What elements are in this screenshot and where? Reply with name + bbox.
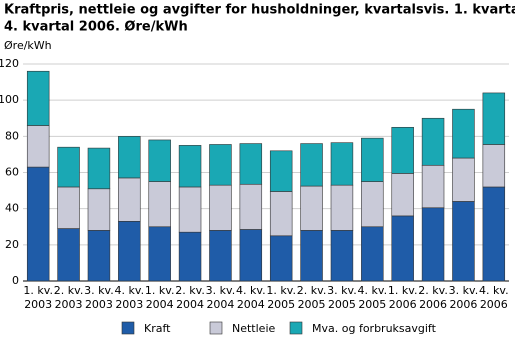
bar-segment: [57, 186, 80, 229]
bar-segment: [118, 136, 141, 179]
legend-label: Nettleie: [232, 322, 276, 335]
bar-segment: [330, 230, 354, 282]
x-tick-label: 1. kv.: [266, 284, 296, 297]
x-tick-label: 2006: [419, 298, 447, 311]
bar-segment: [26, 125, 50, 168]
x-tick-label: 2006: [480, 298, 508, 311]
bar-segment: [87, 147, 111, 190]
x-tick-label: 2003: [115, 298, 143, 311]
bar-segment: [391, 215, 414, 282]
legend-swatch: [209, 321, 223, 335]
x-tick-label: 2. kv.: [297, 284, 327, 297]
bar-segment: [26, 70, 50, 126]
bar-segment: [178, 231, 202, 282]
x-tick-label: 2006: [389, 298, 417, 311]
x-tick-label: 4. kv.: [358, 284, 388, 297]
y-tick-label: 0: [12, 274, 19, 287]
chart-title: Kraftpris, nettleie og avgifter for hush…: [4, 3, 515, 18]
x-tick-label: 3. kv.: [84, 284, 114, 297]
y-tick-label: 100: [0, 93, 19, 106]
x-tick-label: 2003: [24, 298, 52, 311]
bar-segment: [269, 235, 293, 282]
bar-segment: [421, 207, 445, 282]
x-tick-label: 2005: [298, 298, 326, 311]
bar-segment: [118, 177, 141, 222]
x-tick-label: 2004: [206, 298, 234, 311]
bar-segment: [452, 108, 475, 159]
bar-segment: [148, 139, 171, 182]
bar-segment: [148, 181, 171, 228]
x-tick-label: 4. kv.: [479, 284, 509, 297]
bar-segment: [57, 146, 80, 188]
bar-segment: [57, 228, 80, 282]
bar-segment: [330, 184, 354, 231]
x-tick-label: 2. kv.: [418, 284, 448, 297]
bar-segment: [452, 157, 475, 202]
x-tick-label: 3. kv.: [206, 284, 236, 297]
x-tick-label: 2003: [85, 298, 113, 311]
bar-segment: [239, 143, 263, 185]
bar-segment: [209, 144, 232, 186]
x-tick-label: 2004: [237, 298, 265, 311]
x-tick-label: 2. kv.: [175, 284, 205, 297]
bar-segment: [269, 191, 293, 237]
bar-segment: [391, 126, 414, 174]
x-tick-label: 2004: [146, 298, 174, 311]
bar-segment: [87, 188, 111, 231]
y-axis-label: Øre/kWh: [4, 39, 52, 52]
bar-segment: [269, 150, 293, 192]
bar-segment: [361, 226, 384, 282]
bar-segment: [26, 166, 50, 282]
chart-title: 4. kvartal 2006. Øre/kWh: [4, 20, 188, 35]
x-tick-label: 1. kv.: [23, 284, 53, 297]
bar-segment: [209, 184, 232, 231]
bar-segment: [330, 142, 354, 186]
bar-segment: [482, 186, 506, 282]
bar-segment: [178, 186, 202, 233]
x-tick-label: 1. kv.: [145, 284, 175, 297]
bar-segment: [421, 164, 445, 209]
x-tick-label: 3. kv.: [327, 284, 357, 297]
legend-swatch: [289, 321, 303, 335]
x-tick-label: 2005: [328, 298, 356, 311]
x-tick-label: 2003: [55, 298, 83, 311]
bar-segment: [361, 181, 384, 228]
bar-segment: [300, 230, 323, 282]
legend-label: Mva. og forbruksavgift: [312, 322, 437, 335]
x-tick-label: 2005: [358, 298, 386, 311]
bar-segment: [209, 230, 232, 282]
bar-segment: [87, 230, 111, 282]
y-tick-label: 40: [5, 202, 19, 215]
x-tick-label: 2006: [449, 298, 477, 311]
y-tick-label: 120: [0, 57, 19, 70]
bar-segment: [178, 145, 202, 188]
bar-segment: [482, 92, 506, 145]
x-tick-label: 2005: [267, 298, 295, 311]
bar-segment: [239, 183, 263, 230]
x-tick-label: 4. kv.: [115, 284, 145, 297]
y-tick-label: 80: [5, 129, 19, 142]
bar-segment: [482, 144, 506, 188]
y-tick-label: 60: [5, 166, 19, 179]
legend-swatch: [121, 321, 135, 335]
bar-segment: [361, 137, 384, 182]
x-tick-label: 1. kv.: [388, 284, 418, 297]
x-tick-label: 4. kv.: [236, 284, 266, 297]
bar-segment: [118, 221, 141, 282]
bar-segment: [239, 229, 263, 282]
x-tick-label: 2. kv.: [54, 284, 84, 297]
bar-segment: [300, 143, 323, 187]
bar-segment: [148, 226, 171, 282]
bar-segment: [421, 117, 445, 166]
bar-segment: [391, 173, 414, 217]
legend-label: Kraft: [144, 322, 171, 335]
x-tick-label: 2004: [176, 298, 204, 311]
bar-segment: [452, 201, 475, 282]
y-tick-label: 20: [5, 238, 19, 251]
x-tick-label: 3. kv.: [449, 284, 479, 297]
bar-segment: [300, 185, 323, 231]
